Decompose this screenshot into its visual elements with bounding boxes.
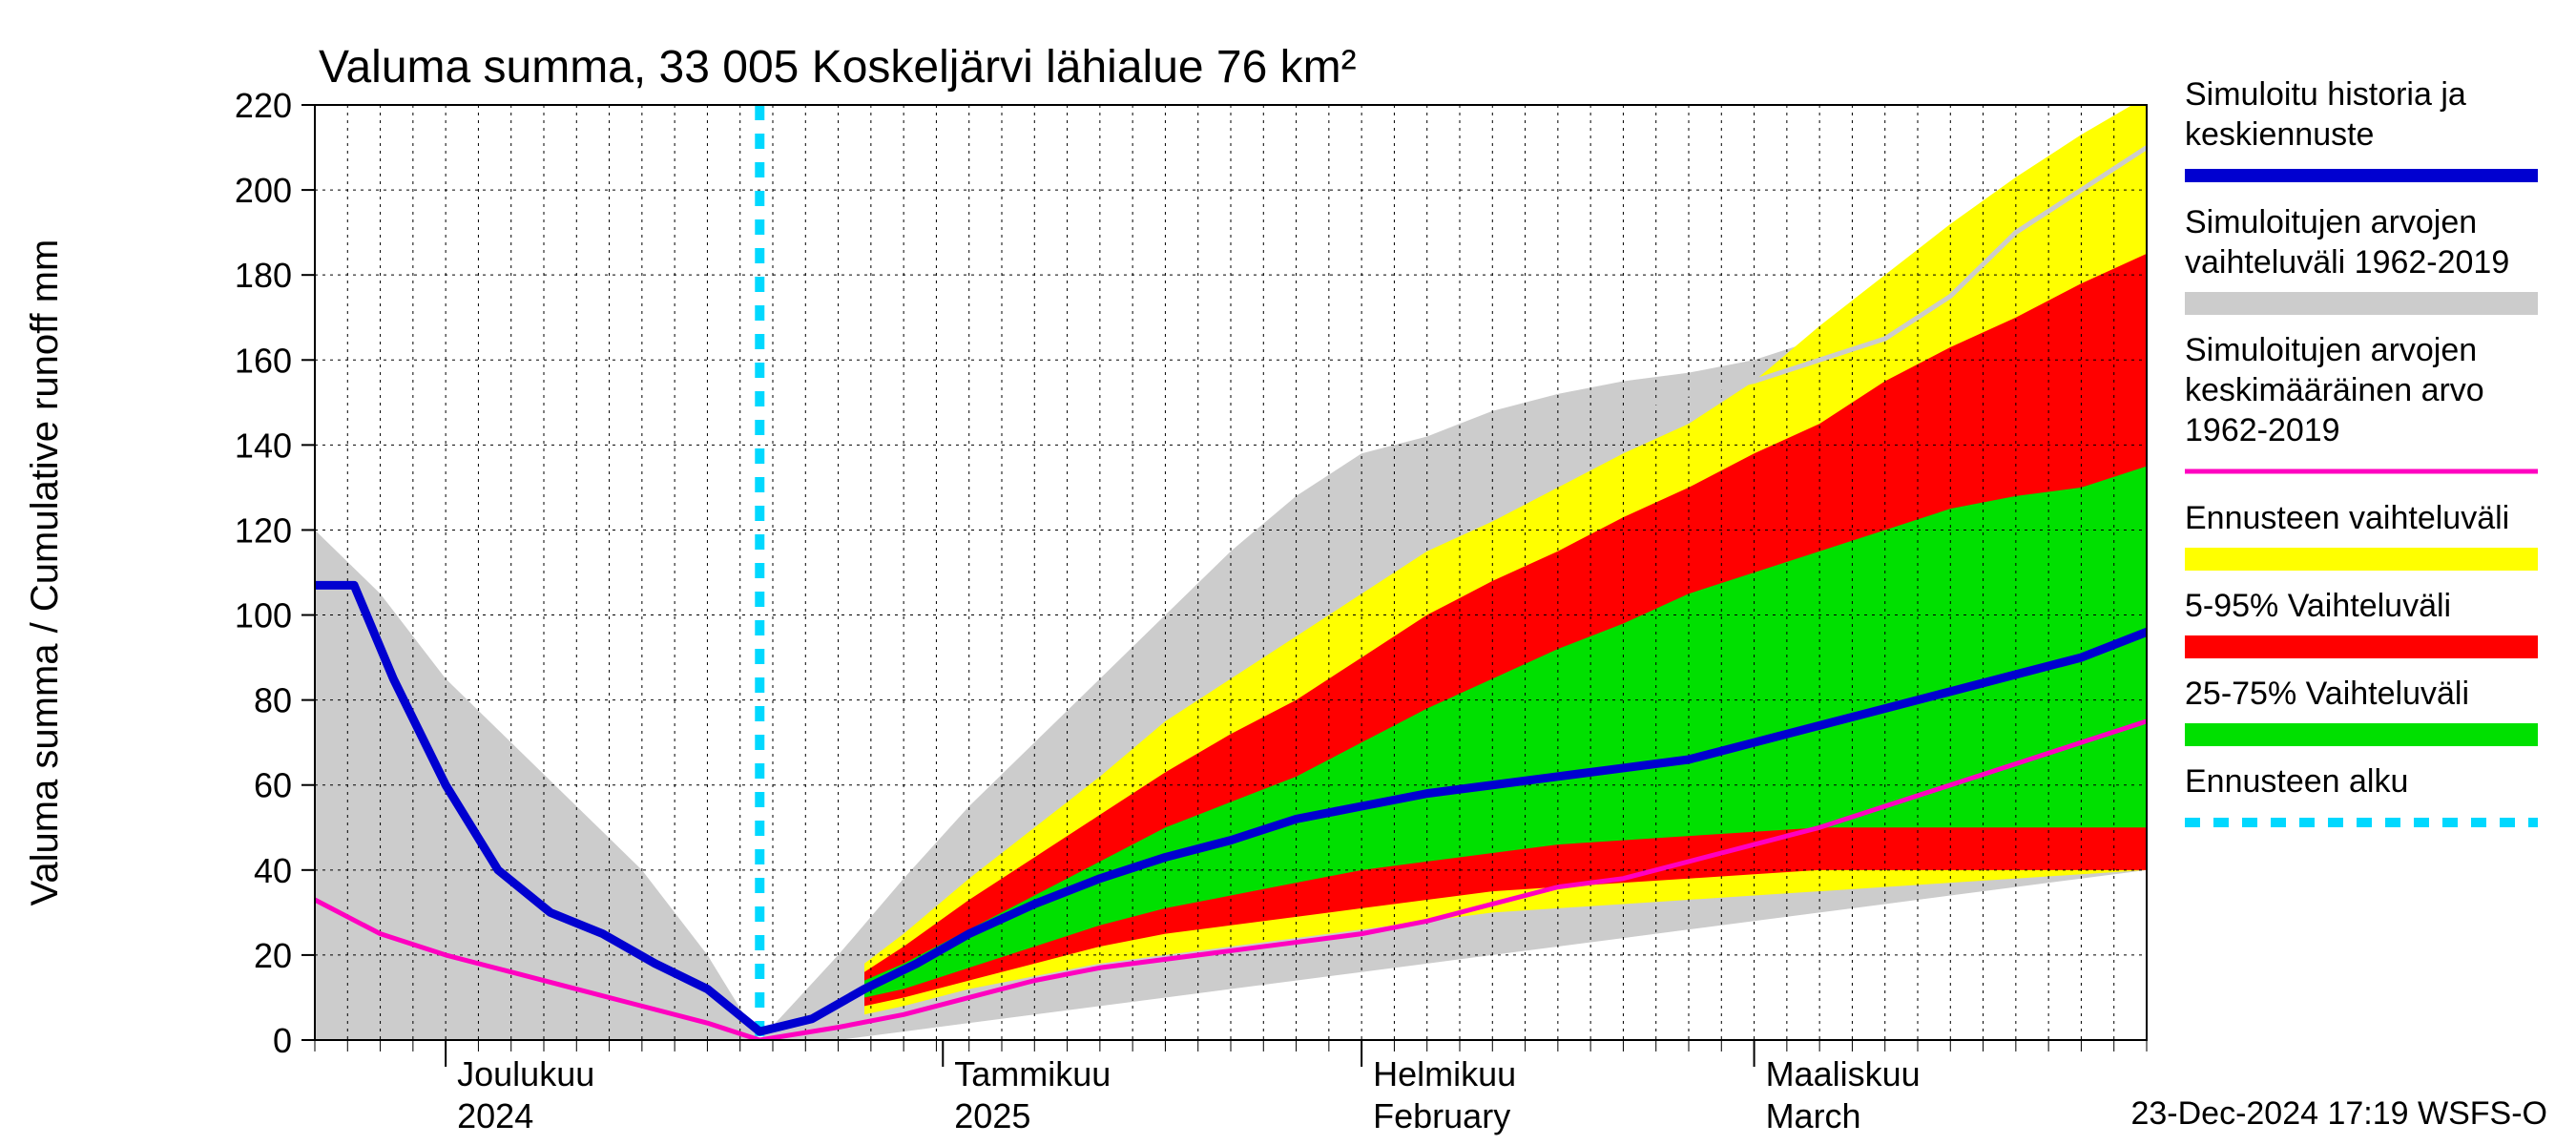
legend-label: vaihteluväli 1962-2019 (2185, 244, 2509, 281)
xtick-label-bot: 2025 (954, 1096, 1030, 1135)
ytick-label: 100 (235, 596, 292, 635)
xtick-label-bot: March (1766, 1096, 1861, 1135)
ytick-label: 140 (235, 426, 292, 465)
ytick-label: 40 (254, 851, 292, 890)
xtick-label-top: Maaliskuu (1766, 1054, 1921, 1093)
legend-swatch (2185, 548, 2538, 571)
xtick-label-bot: February (1373, 1096, 1510, 1135)
legend-label: Ennusteen vaihteluväli (2185, 500, 2509, 536)
legend-label: keskimääräinen arvo (2185, 372, 2484, 408)
legend-swatch (2185, 635, 2538, 658)
legend-swatch (2185, 723, 2538, 746)
legend-label: Simuloitu historia ja (2185, 76, 2466, 113)
ytick-label: 220 (235, 86, 292, 125)
legend-label: Simuloitujen arvojen (2185, 204, 2477, 240)
legend-label: 1962-2019 (2185, 412, 2340, 448)
ytick-label: 80 (254, 681, 292, 720)
y-axis-label: Valuma summa / Cumulative runoff mm (24, 239, 66, 906)
ytick-label: 20 (254, 936, 292, 975)
xtick-label-top: Tammikuu (954, 1054, 1111, 1093)
legend-label: Simuloitujen arvojen (2185, 332, 2477, 368)
xtick-label-top: Joulukuu (457, 1054, 594, 1093)
chart-title: Valuma summa, 33 005 Koskeljärvi lähialu… (319, 42, 1357, 93)
chart-svg: 020406080100120140160180200220Joulukuu20… (0, 0, 2576, 1145)
legend-label: keskiennuste (2185, 116, 2374, 153)
ytick-label: 120 (235, 510, 292, 550)
xtick-label-top: Helmikuu (1373, 1054, 1516, 1093)
ytick-label: 200 (235, 171, 292, 210)
legend-swatch (2185, 292, 2538, 315)
legend-label: Ennusteen alku (2185, 763, 2408, 800)
legend-label: 5-95% Vaihteluväli (2185, 588, 2451, 624)
xtick-label-bot: 2024 (457, 1096, 533, 1135)
ytick-label: 60 (254, 766, 292, 805)
ytick-label: 0 (273, 1021, 292, 1060)
ytick-label: 160 (235, 341, 292, 380)
chart-footer: 23-Dec-2024 17:19 WSFS-O (2130, 1095, 2547, 1132)
ytick-label: 180 (235, 256, 292, 295)
chart-container: 020406080100120140160180200220Joulukuu20… (0, 0, 2576, 1145)
legend-label: 25-75% Vaihteluväli (2185, 676, 2469, 712)
